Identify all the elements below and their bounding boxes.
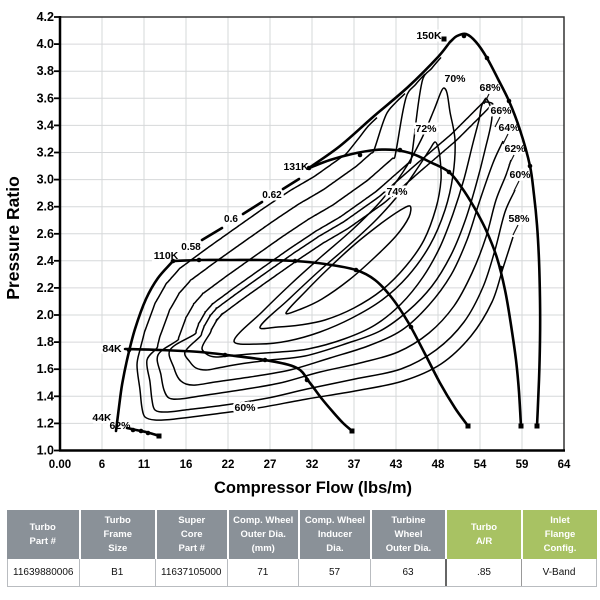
svg-text:2.8: 2.8 bbox=[37, 200, 54, 214]
svg-text:1.0: 1.0 bbox=[37, 444, 54, 458]
svg-text:72%: 72% bbox=[415, 123, 437, 135]
svg-text:3.8: 3.8 bbox=[37, 64, 54, 78]
svg-text:62%: 62% bbox=[109, 420, 131, 432]
svg-text:0.58: 0.58 bbox=[181, 242, 201, 253]
svg-text:1.2: 1.2 bbox=[37, 416, 54, 430]
svg-text:0.00: 0.00 bbox=[49, 459, 71, 471]
svg-text:1.4: 1.4 bbox=[37, 389, 54, 403]
svg-text:60%: 60% bbox=[509, 169, 531, 181]
svg-text:54: 54 bbox=[474, 459, 487, 471]
svg-text:Pressure Ratio: Pressure Ratio bbox=[3, 176, 23, 300]
svg-text:62%: 62% bbox=[504, 143, 526, 155]
svg-text:48: 48 bbox=[432, 459, 445, 471]
svg-text:66%: 66% bbox=[490, 105, 512, 117]
svg-text:1.6: 1.6 bbox=[37, 362, 54, 376]
svg-text:37: 37 bbox=[348, 459, 361, 471]
svg-text:11: 11 bbox=[138, 459, 151, 471]
svg-text:6: 6 bbox=[99, 459, 105, 471]
svg-text:32: 32 bbox=[306, 459, 319, 471]
svg-text:131K: 131K bbox=[283, 161, 309, 173]
svg-text:1.8: 1.8 bbox=[37, 335, 54, 349]
svg-text:84K: 84K bbox=[102, 343, 122, 355]
svg-text:64%: 64% bbox=[498, 122, 520, 134]
svg-text:150K: 150K bbox=[416, 30, 442, 42]
svg-text:2.4: 2.4 bbox=[37, 254, 54, 268]
svg-text:27: 27 bbox=[264, 459, 277, 471]
svg-text:3.6: 3.6 bbox=[37, 91, 54, 105]
svg-text:60%: 60% bbox=[234, 402, 256, 414]
svg-text:0.62: 0.62 bbox=[262, 190, 282, 201]
svg-text:68%: 68% bbox=[479, 82, 501, 94]
svg-text:2.2: 2.2 bbox=[37, 281, 54, 295]
svg-text:59: 59 bbox=[516, 459, 529, 471]
svg-text:3.4: 3.4 bbox=[37, 118, 54, 132]
svg-text:2.0: 2.0 bbox=[37, 308, 54, 322]
svg-text:43: 43 bbox=[390, 459, 403, 471]
svg-text:4.2: 4.2 bbox=[37, 10, 54, 24]
svg-text:2.6: 2.6 bbox=[37, 227, 54, 241]
svg-text:0.6: 0.6 bbox=[224, 214, 238, 225]
svg-text:22: 22 bbox=[222, 459, 235, 471]
svg-text:Compressor Flow (lbs/m): Compressor Flow (lbs/m) bbox=[214, 479, 412, 497]
svg-text:4.0: 4.0 bbox=[37, 37, 54, 51]
svg-text:3.2: 3.2 bbox=[37, 145, 54, 159]
svg-text:58%: 58% bbox=[508, 213, 530, 225]
svg-text:64: 64 bbox=[558, 459, 571, 471]
svg-text:16: 16 bbox=[180, 459, 193, 471]
svg-text:74%: 74% bbox=[386, 186, 408, 198]
svg-text:44K: 44K bbox=[92, 412, 112, 424]
svg-text:70%: 70% bbox=[444, 73, 466, 85]
svg-text:3.0: 3.0 bbox=[37, 173, 54, 187]
